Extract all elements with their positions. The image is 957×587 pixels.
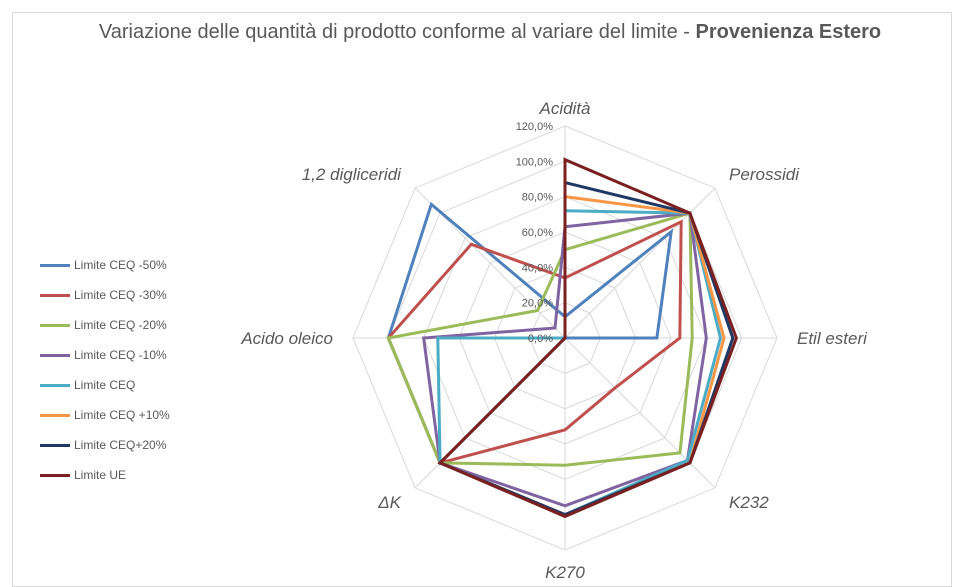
tick-label: 120,0% [516, 121, 554, 133]
chart-title: Variazione delle quantità di prodotto co… [60, 20, 920, 45]
legend-item: Limite CEQ -20% [40, 310, 210, 340]
series-line [386, 211, 694, 467]
radar-axis-labels: Acidità Perossidi Etil esteri K232 K270 ΔK Aci… [240, 99, 868, 582]
series-line [386, 219, 683, 465]
legend-item: Limite CEQ -10% [40, 340, 210, 370]
legend-swatch [40, 263, 70, 267]
axis-label: K270 [545, 563, 585, 582]
legend-label: Limite CEQ -20% [74, 318, 167, 332]
axis-label: ΔK [377, 493, 401, 512]
chart-frame [12, 12, 952, 587]
legend-swatch [40, 413, 70, 417]
legend-label: Limite UE [74, 468, 127, 482]
axis-label: Acidità [538, 99, 590, 118]
legend-swatch [40, 473, 70, 477]
legend-item: Limite CEQ+20% [40, 430, 210, 460]
legend-label: Limite CEQ +10% [74, 408, 170, 422]
axis-label: K232 [729, 493, 769, 512]
tick-label: 20,0% [522, 298, 553, 310]
tick-label: 80,0% [522, 192, 553, 204]
legend-label: Limite CEQ -10% [74, 348, 167, 362]
tick-label: 0,0% [528, 333, 553, 345]
axis-label: 1,2 digliceridi [302, 165, 402, 184]
axis-label: Acido oleico [240, 329, 333, 348]
legend-label: Limite CEQ [74, 378, 136, 392]
tick-label: 100,0% [516, 156, 554, 168]
legend-label: Limite CEQ+20% [74, 438, 167, 452]
legend-swatch [40, 293, 70, 297]
legend-item: Limite CEQ +10% [40, 400, 210, 430]
legend-label: Limite CEQ -30% [74, 288, 167, 302]
axis-label: Etil esteri [797, 329, 868, 348]
tick-label: 60,0% [522, 227, 553, 239]
chart-title-bold: Provenienza Estero [695, 21, 882, 43]
legend-item: Limite CEQ [40, 370, 210, 400]
series-line [437, 157, 738, 519]
radar-series [386, 157, 738, 519]
legend-item: Limite CEQ -30% [40, 280, 210, 310]
legend: Limite CEQ -50% Limite CEQ -30% Limite CEQ… [40, 250, 210, 490]
legend-swatch [40, 323, 70, 327]
tick-label: 40,0% [522, 262, 553, 274]
legend-label: Limite CEQ -50% [74, 258, 167, 272]
legend-item: Limite UE [40, 460, 210, 490]
legend-swatch [40, 353, 70, 357]
legend-item: Limite CEQ -50% [40, 250, 210, 280]
legend-swatch [40, 443, 70, 447]
radar-tick-labels: 0,0% 20,0% 40,0% 60,0% 80,0% 100,0% 120,0% [516, 121, 554, 345]
axis-label: Perossidi [729, 165, 800, 184]
chart-title-text: Variazione delle quantità di prodotto co… [98, 21, 696, 43]
legend-swatch [40, 383, 70, 387]
series-line [421, 211, 708, 508]
